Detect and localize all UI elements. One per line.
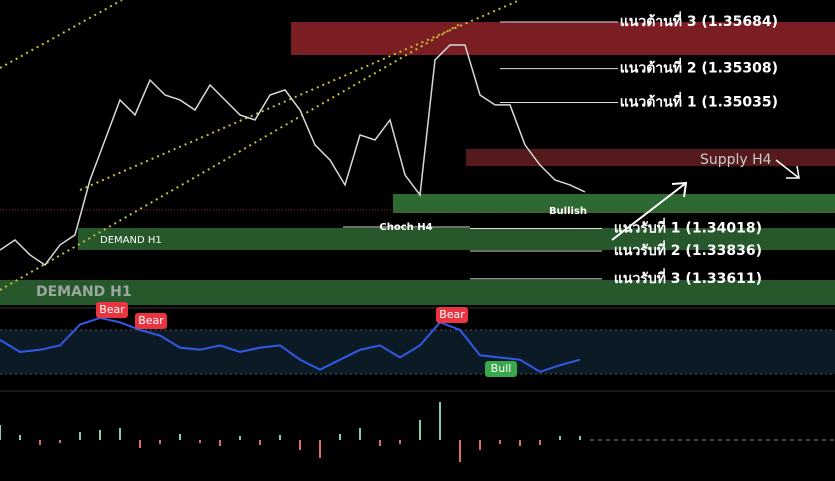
- histogram-bar: [559, 436, 561, 440]
- down-arrow: [775, 159, 800, 179]
- up-arrow: [611, 182, 687, 241]
- signal-label: Bear: [138, 314, 164, 327]
- histogram-bar: [319, 440, 321, 458]
- histogram-bar: [539, 440, 541, 445]
- histogram-bar: [259, 440, 261, 445]
- histogram-bar: [99, 430, 101, 440]
- histogram-bar: [459, 440, 461, 462]
- bullish-zone: [393, 194, 835, 213]
- histogram-bar: [119, 428, 121, 440]
- demand-small-label: DEMAND H1: [100, 235, 162, 246]
- channel-line: [79, 0, 521, 191]
- demand-big-label: DEMAND H1: [36, 284, 132, 300]
- histogram-bar: [439, 402, 441, 440]
- rsi-band: [0, 330, 835, 374]
- level-label: แนวต้านที่ 3 (1.35684): [620, 11, 778, 30]
- histogram-bar: [79, 432, 81, 440]
- signal-badge: [436, 307, 468, 323]
- signal-badge: [135, 313, 167, 329]
- histogram-bar: [339, 434, 341, 440]
- histogram-bar: [179, 434, 181, 440]
- supply-label: Supply H4: [700, 152, 772, 168]
- histogram-bar: [0, 425, 1, 440]
- histogram-bar: [279, 435, 281, 440]
- signal-label: Bear: [99, 303, 125, 316]
- histogram-bar: [419, 420, 421, 440]
- histogram-bar: [299, 440, 301, 450]
- level-label: แนวต้านที่ 1 (1.35035): [620, 91, 778, 110]
- choch-label: Choch H4: [379, 222, 432, 233]
- demand-zone-big: [0, 280, 835, 305]
- histogram-bar: [499, 440, 501, 444]
- histogram-bar: [359, 428, 361, 440]
- histogram-bar: [379, 440, 381, 446]
- signal-badge: [96, 302, 128, 318]
- demand-zone-small: [78, 228, 835, 250]
- down-arrow-head: [786, 165, 800, 179]
- histogram-bar: [239, 436, 241, 440]
- histogram-bar: [479, 440, 481, 450]
- supply-zone: [466, 149, 835, 166]
- histogram-bar: [519, 440, 521, 446]
- rsi-line: [0, 316, 581, 373]
- signal-badge: [485, 361, 517, 377]
- level-label: แนวต้านที่ 2 (1.35308): [620, 58, 778, 77]
- signal-label: Bear: [439, 308, 465, 321]
- histogram-bar: [159, 440, 161, 444]
- signal-label: Bull: [491, 362, 512, 375]
- histogram-bar: [59, 440, 61, 443]
- histogram-bar: [199, 440, 201, 443]
- histogram-bar: [219, 440, 221, 446]
- bullish-label: Bullish: [549, 206, 587, 217]
- level-label: แนวรับที่ 1 (1.34018): [614, 217, 762, 236]
- histogram-bar: [139, 440, 141, 448]
- histogram-bar: [19, 435, 21, 440]
- level-label: แนวรับที่ 3 (1.33611): [614, 268, 762, 287]
- histogram-bar: [399, 440, 401, 444]
- up-arrow-head: [671, 181, 688, 198]
- level-label: แนวรับที่ 2 (1.33836): [614, 240, 762, 259]
- price-line: [0, 44, 586, 267]
- histogram-bar: [579, 436, 581, 440]
- histogram-bar: [39, 440, 41, 445]
- channel-line: [0, 23, 461, 291]
- resistance-zone: [291, 22, 835, 55]
